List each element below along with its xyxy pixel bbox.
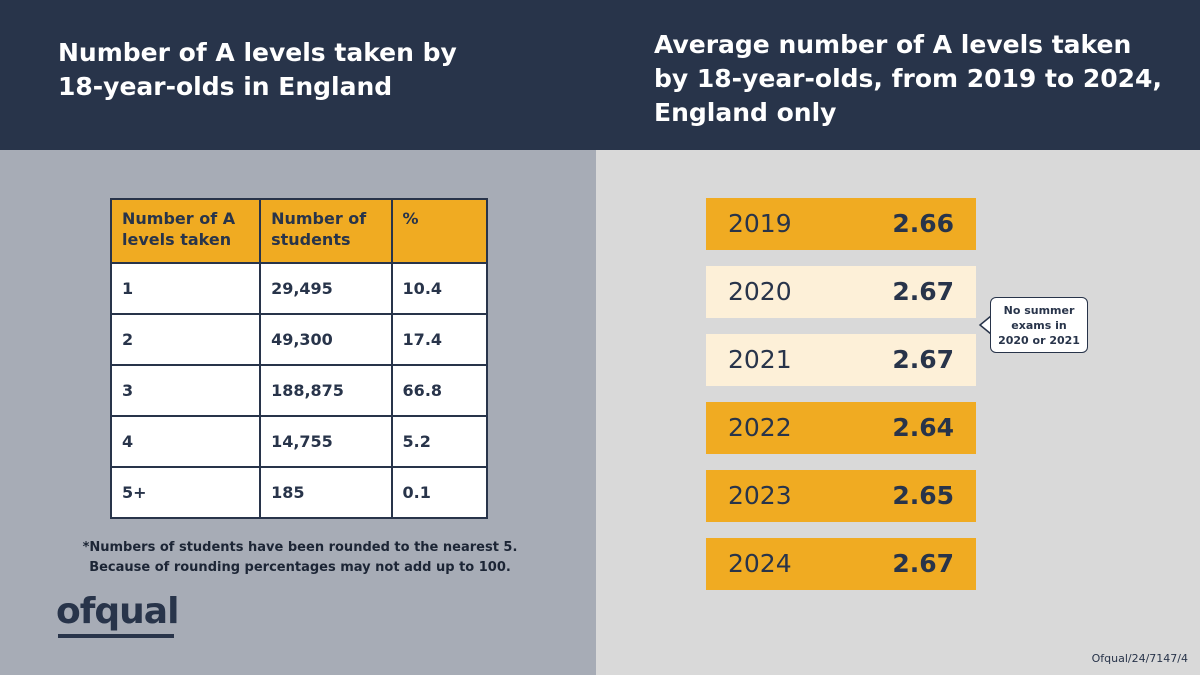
cell-percent: 17.4 (390, 313, 489, 366)
year-bar-2019: 2019 2.66 (706, 198, 976, 250)
no-exams-callout: No summer exams in 2020 or 2021 (990, 297, 1088, 353)
rounding-footnote: *Numbers of students have been rounded t… (60, 538, 540, 578)
year-bar-2021: 2021 2.67 (706, 334, 976, 386)
average-value-label: 2.64 (892, 413, 954, 442)
header-percent: % (390, 198, 489, 264)
table-row: 5+ 185 0.1 (109, 466, 489, 519)
cell-percent: 0.1 (390, 466, 489, 519)
table-row: 4 14,755 5.2 (109, 415, 489, 468)
cell-students: 185 (259, 466, 393, 519)
header-number-of-students: Number of students (259, 198, 393, 264)
year-bar-2024: 2024 2.67 (706, 538, 976, 590)
cell-percent: 5.2 (390, 415, 489, 468)
reference-code: Ofqual/24/7147/4 (1091, 652, 1188, 665)
table-title: Number of A levels taken by 18-year-olds… (58, 38, 457, 101)
cell-a-levels: 4 (109, 415, 262, 468)
year-label: 2019 (728, 209, 792, 238)
footnote-line-1: *Numbers of students have been rounded t… (82, 540, 518, 555)
cell-a-levels: 5+ (109, 466, 262, 519)
average-value-label: 2.67 (892, 549, 954, 578)
year-bar-2023: 2023 2.65 (706, 470, 976, 522)
year-bar-2020: 2020 2.67 (706, 266, 976, 318)
callout-line-2: exams in (1011, 319, 1067, 332)
average-value-label: 2.65 (892, 481, 954, 510)
cell-students: 29,495 (259, 262, 393, 315)
cell-students: 188,875 (259, 364, 393, 417)
cell-percent: 66.8 (390, 364, 489, 417)
year-label: 2024 (728, 549, 792, 578)
callout-line-1: No summer (1003, 304, 1075, 317)
header-a-levels-taken: Number of A levels taken (109, 198, 262, 264)
year-label: 2021 (728, 345, 792, 374)
cell-a-levels: 1 (109, 262, 262, 315)
year-label: 2022 (728, 413, 792, 442)
table-row: 3 188,875 66.8 (109, 364, 489, 417)
year-label: 2023 (728, 481, 792, 510)
cell-students: 49,300 (259, 313, 393, 366)
table-row: 1 29,495 10.4 (109, 262, 489, 315)
a-levels-table: Number of A levels taken Number of stude… (109, 198, 489, 519)
footnote-line-2: Because of rounding percentages may not … (89, 560, 511, 575)
average-value-label: 2.67 (892, 345, 954, 374)
chart-title: Average number of A levels taken by 18-y… (654, 30, 1162, 127)
header-banner: Number of A levels taken by 18-year-olds… (0, 0, 1200, 150)
ofqual-logo: ofqual (56, 591, 179, 632)
cell-a-levels: 2 (109, 313, 262, 366)
cell-a-levels: 3 (109, 364, 262, 417)
table-row: 2 49,300 17.4 (109, 313, 489, 366)
logo-underline (58, 634, 174, 638)
table-header-row: Number of A levels taken Number of stude… (109, 198, 489, 264)
cell-students: 14,755 (259, 415, 393, 468)
callout-line-3: 2020 or 2021 (998, 334, 1080, 347)
average-value-label: 2.67 (892, 277, 954, 306)
year-label: 2020 (728, 277, 792, 306)
average-value-label: 2.66 (892, 209, 954, 238)
cell-percent: 10.4 (390, 262, 489, 315)
year-bar-2022: 2022 2.64 (706, 402, 976, 454)
